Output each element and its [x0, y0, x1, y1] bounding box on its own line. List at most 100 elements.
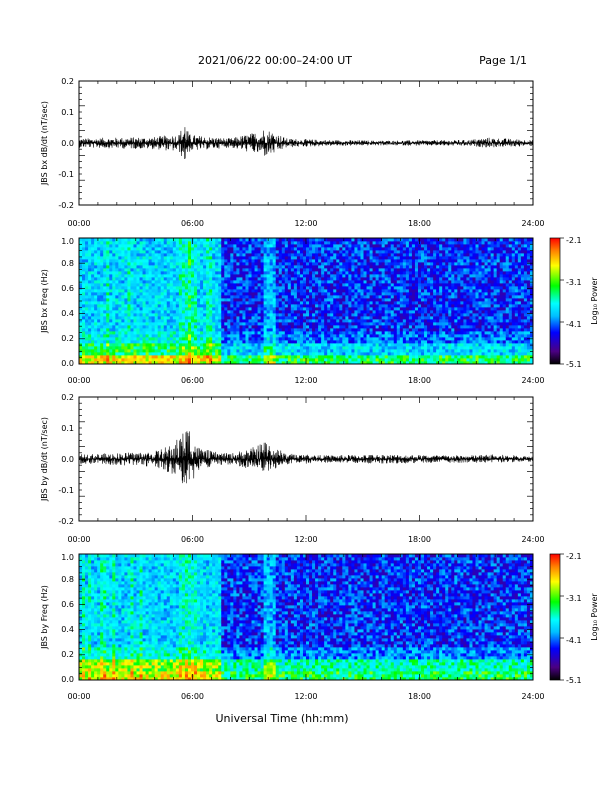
spectrogram-cell — [140, 358, 143, 361]
spectrogram-cell — [236, 250, 239, 253]
spectrogram-cell — [409, 298, 412, 301]
spectrogram-cell — [179, 244, 182, 247]
spectrogram-cell — [239, 334, 242, 337]
spectrogram-cell — [394, 241, 397, 244]
spectrogram-cell — [300, 259, 303, 262]
spectrogram-cell — [342, 346, 345, 349]
spectrogram-cell — [245, 271, 248, 274]
spectrogram-cell — [376, 271, 379, 274]
spectrogram-cell — [391, 247, 394, 250]
spectrogram-cell — [94, 241, 97, 244]
spectrogram-cell — [167, 289, 170, 292]
spectrogram-cell — [357, 316, 360, 319]
spectrogram-cell — [382, 271, 385, 274]
spectrogram-cell — [406, 301, 409, 304]
spectrogram-cell — [230, 349, 233, 352]
spectrogram-cell — [406, 286, 409, 289]
spectrogram-cell — [367, 277, 370, 280]
spectrogram-cell — [176, 310, 179, 313]
spectrogram-cell — [270, 250, 273, 253]
spectrogram-cell — [194, 328, 197, 331]
spectrogram-cell — [351, 244, 354, 247]
spectrogram-cell — [82, 331, 85, 334]
spectrogram-cell — [330, 307, 333, 310]
spectrogram-cell — [248, 310, 251, 313]
spectrogram-cell — [382, 301, 385, 304]
spectrogram-cell — [130, 259, 133, 262]
spectrogram-cell — [324, 328, 327, 331]
spectrogram-cell — [294, 304, 297, 307]
spectrogram-cell — [206, 241, 209, 244]
spectrogram-cell — [173, 319, 176, 322]
spectrogram-cell — [336, 247, 339, 250]
spectrogram-cell — [279, 250, 282, 253]
spectrogram-cell — [118, 265, 121, 268]
spectrogram-cell — [167, 280, 170, 283]
spectrogram-cell — [170, 355, 173, 358]
spectrogram-cell — [264, 325, 267, 328]
spectrogram-cell — [297, 334, 300, 337]
spectrogram-cell — [140, 349, 143, 352]
spectrogram-cell — [88, 328, 91, 331]
spectrogram-cell — [348, 328, 351, 331]
spectrogram-cell — [133, 298, 136, 301]
spectrogram-cell — [279, 283, 282, 286]
spectrogram-cell — [185, 301, 188, 304]
spectrogram-cell — [348, 301, 351, 304]
spectrogram-cell — [130, 241, 133, 244]
spectrogram-cell — [418, 334, 421, 337]
spectrogram-cell — [209, 286, 212, 289]
spectrogram-cell — [133, 247, 136, 250]
spectrogram-cell — [91, 241, 94, 244]
spectrogram-cell — [427, 289, 430, 292]
spectrogram-cell — [179, 343, 182, 346]
spectrogram-cell — [140, 238, 143, 241]
spectrogram-cell — [106, 286, 109, 289]
spectrogram-cell — [164, 355, 167, 358]
spectrogram-cell — [248, 343, 251, 346]
spectrogram-cell — [158, 349, 161, 352]
spectrogram-cell — [112, 355, 115, 358]
spectrogram-cell — [403, 259, 406, 262]
spectrogram-cell — [118, 259, 121, 262]
spectrogram-cell — [306, 253, 309, 256]
spectrogram-cell — [255, 241, 258, 244]
spectrogram-cell — [91, 271, 94, 274]
spectrogram-cell — [379, 322, 382, 325]
spectrogram-cell — [170, 283, 173, 286]
spectrogram-cell — [112, 352, 115, 355]
spectrogram-cell — [327, 307, 330, 310]
spectrogram-cell — [167, 262, 170, 265]
spectrogram-cell — [403, 274, 406, 277]
spectrogram-cell — [173, 286, 176, 289]
spectrogram-cell — [291, 331, 294, 334]
spectrogram-cell — [91, 292, 94, 295]
spectrogram-cell — [400, 259, 403, 262]
spectrogram-cell — [161, 325, 164, 328]
spectrogram-cell — [152, 256, 155, 259]
spectrogram-cell — [85, 358, 88, 361]
spectrogram-cell — [121, 289, 124, 292]
spectrogram-cell — [291, 346, 294, 349]
spectrogram-cell — [218, 310, 221, 313]
spectrogram-cell — [224, 343, 227, 346]
spectrogram-cell — [127, 256, 130, 259]
spectrogram-cell — [103, 325, 106, 328]
spectrogram-cell — [252, 250, 255, 253]
spectrogram-cell — [206, 286, 209, 289]
spectrogram-cell — [300, 292, 303, 295]
spectrogram-cell — [354, 307, 357, 310]
spectrogram-cell — [406, 328, 409, 331]
spectrogram-cell — [388, 289, 391, 292]
spectrogram-cell — [288, 241, 291, 244]
spectrogram-cell — [179, 241, 182, 244]
spectrogram-cell — [206, 313, 209, 316]
spectrogram-cell — [203, 301, 206, 304]
spectrogram-cell — [288, 250, 291, 253]
spectrogram-cell — [312, 268, 315, 271]
spectrogram-cell — [430, 349, 433, 352]
spectrogram-cell — [188, 328, 191, 331]
spectrogram-cell — [133, 346, 136, 349]
spectrogram-cell — [285, 355, 288, 358]
spectrogram-cell — [248, 349, 251, 352]
